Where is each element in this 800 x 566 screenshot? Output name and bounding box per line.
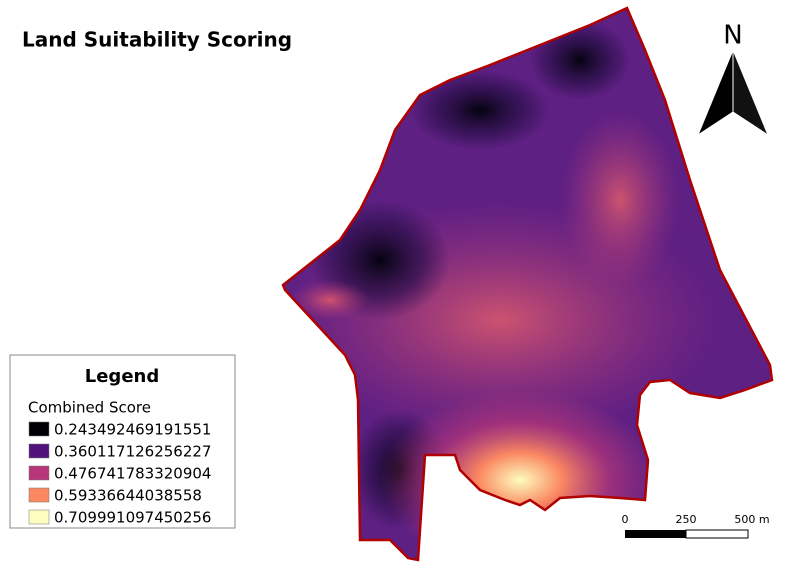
legend-label: 0.360117126256227 [54,443,211,461]
arrow-right [732,49,770,137]
legend-swatch [28,465,50,481]
scale-label: 0 [622,513,629,526]
legend-label: 0.59336644038558 [54,487,202,505]
north-arrow: N [696,21,770,137]
legend-swatch [28,487,50,503]
map-title: Land Suitability Scoring [22,28,292,52]
legend-swatch [28,443,50,459]
scale-segment [685,529,749,539]
legend-subtitle: Combined Score [28,399,151,417]
scale-segment [625,530,686,538]
north-label: N [723,21,742,51]
legend-label: 0.709991097450256 [54,509,211,527]
legend: Legend Combined Score 0.243492469191551 0… [9,354,236,529]
scale-label: 250 [676,513,697,526]
scale-bar: 0 250 500 m [622,513,770,539]
legend-swatch [28,421,50,437]
legend-label: 0.476741783320904 [54,465,211,483]
arrow-left [696,49,734,137]
legend-title: Legend [85,366,159,387]
legend-label: 0.243492469191551 [54,421,211,439]
suitability-raster [283,8,772,560]
legend-swatch [28,509,50,525]
scale-label: 500 m [734,513,769,526]
